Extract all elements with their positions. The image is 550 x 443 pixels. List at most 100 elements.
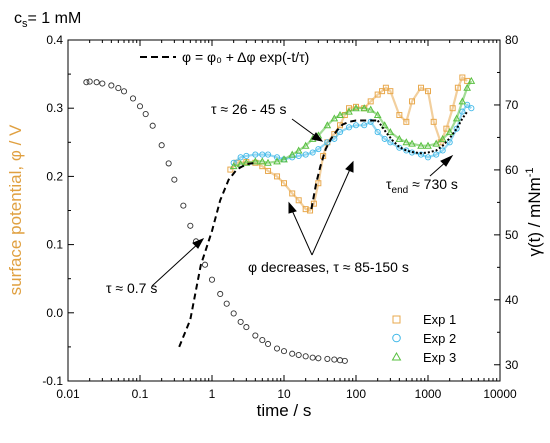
data-point <box>289 190 296 197</box>
data-point <box>467 76 476 84</box>
y-left-tick-label: -0.1 <box>42 374 63 388</box>
data-point <box>443 125 450 132</box>
y-right-tick-label: 30 <box>505 358 519 372</box>
data-point <box>201 261 209 268</box>
legend-swatch-exp3 <box>391 351 402 361</box>
data-point <box>108 82 115 89</box>
x-tick-label: 0.1 <box>132 387 149 401</box>
data-point <box>302 206 309 213</box>
data-point <box>273 157 281 165</box>
data-point <box>386 128 395 136</box>
data-point <box>315 146 322 153</box>
annotation-arrows <box>151 118 454 287</box>
data-point <box>280 348 288 355</box>
data-point <box>433 151 440 158</box>
data-point <box>136 103 144 110</box>
data-point <box>408 149 416 156</box>
data-point <box>380 121 389 129</box>
data-point <box>374 91 381 98</box>
data-point <box>323 121 332 129</box>
data-point <box>352 104 360 112</box>
legend-label-exp2: Exp 2 <box>423 331 456 346</box>
series-0 <box>83 78 348 364</box>
concentration-symbol: c <box>14 10 22 27</box>
data-point <box>115 85 122 92</box>
data-point <box>445 128 454 136</box>
x-ticks: 0.01 0.1 1 10 100 1000 10000 <box>56 40 517 401</box>
data-point <box>315 355 322 362</box>
data-point <box>417 151 425 158</box>
fit-equation: φ = φ₀ + Δφ exp(-t/τ) <box>182 49 309 65</box>
fit-curves <box>178 111 469 348</box>
data-point <box>430 118 437 125</box>
legend-swatch-exp2 <box>392 333 401 343</box>
data-point <box>243 152 250 159</box>
data-marks <box>83 74 476 364</box>
data-point <box>324 355 331 362</box>
data-point <box>360 104 369 112</box>
data-point <box>341 357 348 364</box>
tau-mid-label: τ ≈ 0.7 s <box>106 280 157 296</box>
data-point <box>373 110 382 119</box>
data-point <box>273 345 281 352</box>
data-point <box>336 357 344 364</box>
y-left-tick-label: 0.2 <box>46 169 63 183</box>
data-point <box>409 98 416 105</box>
data-point <box>463 83 472 91</box>
data-point <box>396 112 403 119</box>
data-point <box>171 176 178 183</box>
data-point <box>93 79 100 86</box>
data-point <box>288 150 297 158</box>
concentration-label: cs= 1 mM <box>14 10 81 30</box>
x-tick-label: 1 <box>209 387 216 401</box>
tau-end-label: τend ≈ 730 s <box>386 176 458 196</box>
data-point <box>453 125 460 132</box>
data-point <box>165 160 172 167</box>
data-point <box>395 134 404 142</box>
data-point <box>301 141 310 149</box>
data-point <box>187 222 194 229</box>
data-point <box>259 151 266 158</box>
y-left-ticks: -0.1 0.0 0.1 0.2 0.3 0.4 <box>42 33 74 388</box>
data-point <box>424 154 432 161</box>
data-point <box>345 124 353 131</box>
data-point <box>352 122 360 129</box>
y-left-tick-label: 0.0 <box>46 306 63 320</box>
data-point <box>307 207 314 214</box>
data-point <box>446 139 453 146</box>
data-point <box>367 98 374 105</box>
data-point <box>432 139 441 147</box>
data-point <box>86 78 93 85</box>
tau-fast-label: τ ≈ 26 - 45 s <box>211 101 286 117</box>
data-point <box>264 151 272 158</box>
data-point <box>438 134 447 142</box>
arrow-tau-mid <box>291 118 319 139</box>
fit-end <box>376 111 469 155</box>
data-point <box>458 97 467 105</box>
data-point <box>381 135 388 142</box>
y-right-tick-label: 40 <box>505 293 519 307</box>
data-point <box>425 88 431 95</box>
arrowhead-tau-fast <box>192 238 205 249</box>
legend: Exp 1 Exp 2 Exp 3 <box>391 312 456 365</box>
data-point <box>142 110 149 118</box>
y-right-tick-label: 70 <box>505 98 519 112</box>
arrow-decrease-2 <box>311 166 352 256</box>
data-point <box>295 197 302 204</box>
arrowhead-decrease-1 <box>288 201 297 214</box>
data-point <box>382 84 389 91</box>
x-axis-label: time / s <box>257 401 312 420</box>
data-point <box>149 122 156 129</box>
x-tick-label: 1000 <box>415 387 442 401</box>
x-tick-label: 10 <box>277 387 291 401</box>
data-point <box>452 114 461 122</box>
fit-fast <box>178 161 256 348</box>
data-point <box>387 139 394 146</box>
data-point <box>99 80 106 87</box>
data-point <box>315 180 322 187</box>
data-point <box>464 101 471 108</box>
data-point <box>229 162 238 170</box>
plot-frame <box>67 39 501 382</box>
y-right-axis-label: γ(t) / mNm-1 <box>524 167 544 256</box>
